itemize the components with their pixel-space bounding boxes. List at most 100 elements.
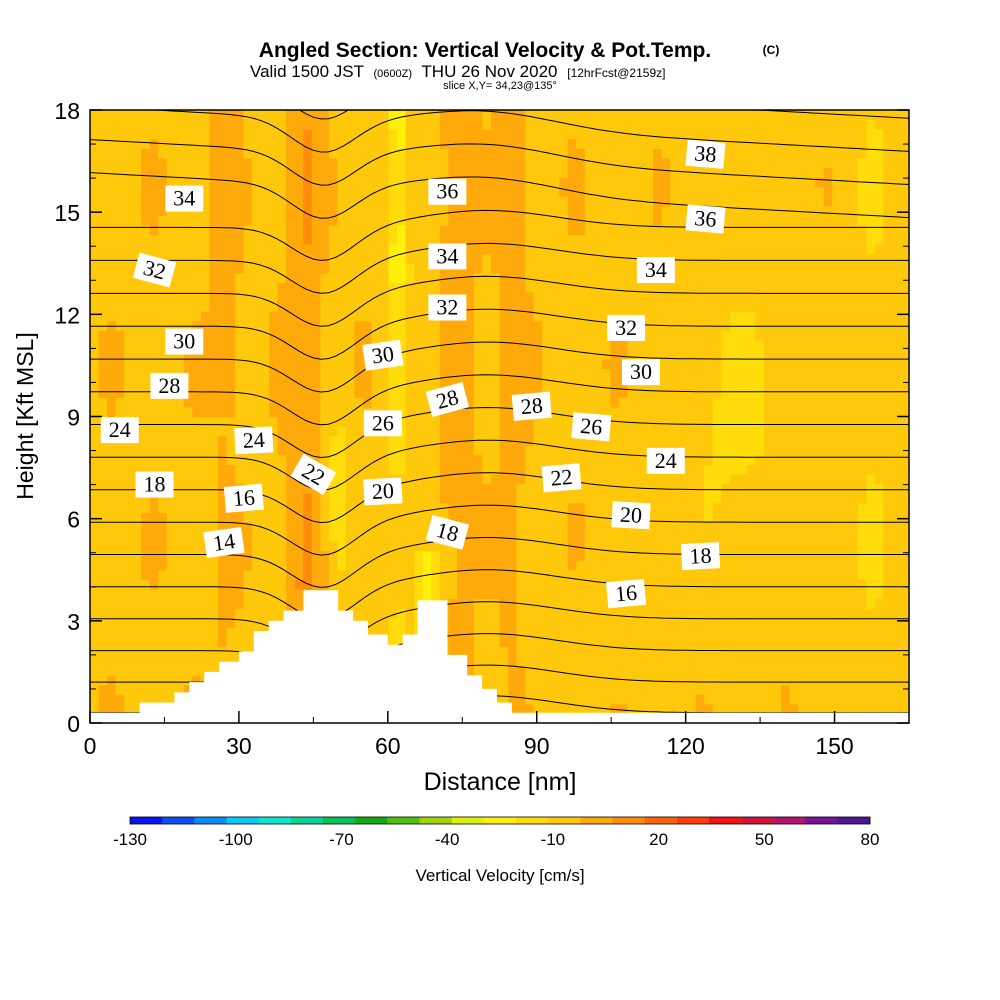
field-cell bbox=[431, 426, 441, 437]
field-cell bbox=[465, 320, 475, 331]
field-cell bbox=[217, 196, 228, 207]
field-cell bbox=[183, 406, 193, 418]
field-cell bbox=[226, 359, 236, 370]
field-cell bbox=[593, 579, 603, 590]
field-cell bbox=[141, 378, 151, 389]
field-cell bbox=[473, 148, 484, 159]
field-cell bbox=[192, 588, 202, 600]
field-cell bbox=[132, 349, 142, 360]
field-cell bbox=[328, 138, 339, 149]
field-cell bbox=[482, 646, 492, 657]
field-cell bbox=[593, 330, 603, 341]
field-cell bbox=[695, 110, 705, 121]
field-cell bbox=[490, 196, 501, 207]
field-cell bbox=[670, 157, 680, 169]
field-cell bbox=[695, 502, 705, 513]
field-cell bbox=[542, 493, 552, 504]
field-cell bbox=[115, 512, 125, 523]
field-cell bbox=[482, 311, 492, 322]
field-cell bbox=[397, 186, 407, 197]
field-cell bbox=[107, 560, 117, 571]
field-cell bbox=[738, 406, 748, 418]
field-cell bbox=[499, 215, 509, 226]
field-cell bbox=[200, 435, 211, 446]
field-cell bbox=[294, 550, 304, 561]
field-cell bbox=[311, 244, 321, 255]
field-cell bbox=[175, 608, 185, 619]
field-cell bbox=[670, 703, 680, 715]
field-cell bbox=[107, 339, 117, 351]
field-cell bbox=[269, 368, 279, 379]
field-cell bbox=[192, 454, 202, 465]
field-cell bbox=[721, 617, 731, 628]
field-cell bbox=[584, 119, 594, 130]
field-cell bbox=[380, 521, 390, 533]
field-cell bbox=[567, 502, 577, 513]
field-cell bbox=[183, 493, 193, 504]
field-cell bbox=[593, 521, 603, 533]
field-cell bbox=[405, 368, 415, 379]
field-cell bbox=[627, 569, 637, 580]
field-cell bbox=[746, 703, 757, 715]
field-cell bbox=[644, 684, 654, 695]
field-cell bbox=[286, 320, 296, 331]
field-cell bbox=[217, 301, 228, 312]
field-cell bbox=[704, 244, 714, 255]
field-cell bbox=[593, 177, 603, 188]
field-cell bbox=[132, 186, 142, 197]
field-cell bbox=[217, 473, 228, 485]
field-cell bbox=[601, 541, 612, 552]
field-cell bbox=[644, 119, 654, 130]
field-cell bbox=[636, 186, 646, 197]
field-cell bbox=[499, 608, 509, 619]
field-cell bbox=[482, 359, 492, 370]
field-cell bbox=[98, 588, 108, 600]
field-cell bbox=[465, 636, 475, 647]
field-cell bbox=[98, 205, 108, 216]
field-cell bbox=[465, 301, 475, 312]
field-cell bbox=[98, 378, 108, 389]
field-cell bbox=[712, 627, 722, 638]
field-cell bbox=[132, 311, 142, 322]
field-cell bbox=[124, 569, 134, 580]
field-cell bbox=[354, 253, 364, 264]
field-cell bbox=[303, 224, 313, 236]
field-cell bbox=[98, 110, 108, 121]
field-cell bbox=[490, 454, 501, 465]
field-cell bbox=[670, 483, 680, 494]
field-cell bbox=[192, 636, 202, 647]
field-cell bbox=[610, 531, 620, 542]
field-cell bbox=[243, 148, 253, 159]
field-cell bbox=[516, 330, 526, 341]
field-cell bbox=[695, 493, 705, 504]
field-cell bbox=[533, 119, 543, 130]
field-cell bbox=[653, 665, 663, 676]
field-cell bbox=[525, 646, 535, 657]
field-cell bbox=[456, 627, 466, 638]
field-cell bbox=[226, 119, 236, 130]
field-cell bbox=[192, 541, 202, 552]
field-cell bbox=[149, 291, 159, 303]
field-cell bbox=[465, 311, 475, 322]
field-cell bbox=[482, 110, 492, 121]
field-cell bbox=[354, 454, 364, 465]
field-cell bbox=[746, 512, 757, 523]
field-cell bbox=[559, 569, 569, 580]
field-cell bbox=[175, 550, 185, 561]
field-cell bbox=[209, 473, 219, 485]
field-cell bbox=[226, 282, 236, 293]
field-cell bbox=[678, 119, 688, 130]
field-cell bbox=[550, 406, 560, 418]
field-cell bbox=[217, 205, 228, 216]
field-cell bbox=[320, 224, 330, 236]
field-cell bbox=[363, 397, 373, 408]
field-cell bbox=[465, 541, 475, 552]
field-cell bbox=[576, 138, 586, 149]
field-cell bbox=[567, 291, 577, 303]
field-cell bbox=[627, 263, 637, 274]
field-cell bbox=[482, 588, 492, 600]
field-cell bbox=[670, 426, 680, 437]
field-cell bbox=[141, 311, 151, 322]
field-cell bbox=[542, 378, 552, 389]
field-cell bbox=[345, 579, 356, 590]
